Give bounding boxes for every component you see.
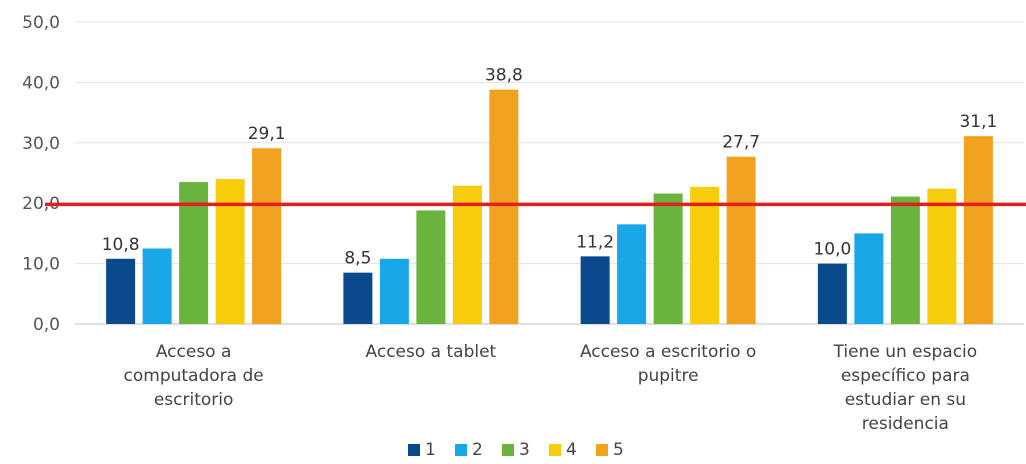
bar-series-3 <box>890 196 920 324</box>
bar-series-3 <box>416 210 446 324</box>
bar-series-5 <box>252 148 282 324</box>
category-label: escritorio <box>154 390 234 410</box>
bar-series-1 <box>106 258 136 324</box>
category-label: Tiene un espacio <box>833 342 978 362</box>
bar-series-1 <box>817 263 847 324</box>
bar-series-2 <box>379 258 409 324</box>
bar-series-2 <box>854 233 884 324</box>
category-label: Acceso a tablet <box>366 342 497 362</box>
y-tick-label: 20,0 <box>22 194 60 214</box>
bar-series-5 <box>726 156 756 324</box>
legend-label: 2 <box>472 440 483 460</box>
legend-swatch <box>455 444 467 456</box>
data-label: 8,5 <box>344 249 371 269</box>
bar-series-4 <box>690 186 720 324</box>
category-label: pupitre <box>638 366 699 386</box>
legend-swatch <box>408 444 420 456</box>
bar-series-4 <box>927 188 957 324</box>
bar-series-1 <box>343 272 373 324</box>
data-label: 38,8 <box>485 66 523 86</box>
data-label: 31,1 <box>959 112 997 132</box>
data-label: 27,7 <box>722 133 760 153</box>
bar-series-4 <box>452 185 482 324</box>
y-tick-label: 0,0 <box>33 315 60 335</box>
bar-series-2 <box>617 224 647 324</box>
category-label: residencia <box>862 414 949 434</box>
data-label: 11,2 <box>576 232 614 252</box>
bar-series-2 <box>142 248 172 324</box>
legend-label: 1 <box>425 440 436 460</box>
bar-series-5 <box>963 136 993 324</box>
y-tick-label: 10,0 <box>22 255 60 275</box>
data-label: 10,8 <box>102 235 140 255</box>
legend-swatch <box>596 444 608 456</box>
y-tick-label: 30,0 <box>22 134 60 154</box>
data-label: 29,1 <box>248 124 286 144</box>
legend-label: 5 <box>613 440 624 460</box>
data-label: 10,0 <box>813 240 851 260</box>
legend-label: 3 <box>519 440 530 460</box>
legend-swatch <box>502 444 514 456</box>
category-label: estudiar en su <box>845 390 966 410</box>
legend-swatch <box>549 444 561 456</box>
category-label: específico para <box>841 366 970 386</box>
bar-series-5 <box>489 89 519 324</box>
y-tick-label: 50,0 <box>22 13 60 33</box>
category-label: Acceso a escritorio o <box>580 342 756 362</box>
category-label: computadora de <box>124 366 264 386</box>
bar-series-4 <box>215 179 245 324</box>
bar-series-3 <box>653 193 683 324</box>
category-label: Acceso a <box>156 342 232 362</box>
y-tick-label: 40,0 <box>22 73 60 93</box>
legend-label: 4 <box>566 440 577 460</box>
bar-series-1 <box>580 256 610 324</box>
